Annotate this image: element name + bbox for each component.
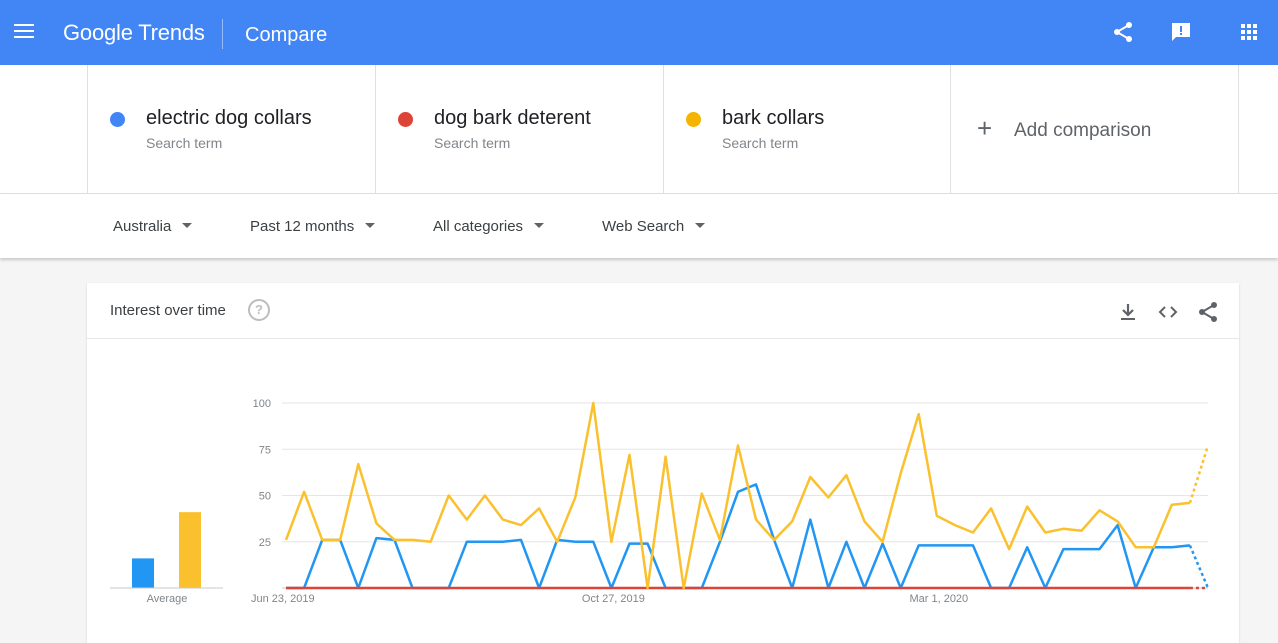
x-tick-label: Mar 1, 2020 xyxy=(909,593,968,605)
term-name: bark collars xyxy=(722,107,825,129)
card-title: Interest over time xyxy=(110,302,226,319)
y-tick-label: 100 xyxy=(253,398,271,410)
google-trends-logo[interactable]: Google Trends xyxy=(63,20,205,45)
term-color-dot xyxy=(110,112,125,127)
interest-line-chart: 100 75 50 25 Jun 23, 2019 Oct 27, 2019 Mar 1, … xyxy=(110,398,1210,605)
search-type-value: Web Search xyxy=(602,218,685,235)
series-partial-segment-bark-collars xyxy=(1188,445,1210,504)
y-tick-label: 25 xyxy=(259,537,271,549)
chevron-down-icon xyxy=(534,222,545,228)
term-bark-collars[interactable]: bark collars Search term xyxy=(663,65,950,193)
menu-icon[interactable] xyxy=(12,20,36,44)
add-comparison-label: Add comparison xyxy=(1014,120,1152,141)
term-type: Search term xyxy=(434,135,511,151)
term-color-dot xyxy=(398,112,413,127)
term-dog-bark-deterent[interactable]: dog bark deterent Search term xyxy=(375,65,663,193)
category-value: All categories xyxy=(433,218,524,235)
x-tick-label: Jun 23, 2019 xyxy=(251,593,315,605)
series-line-bark-collars xyxy=(284,401,1191,590)
filter-bar: Australia Past 12 months All categories … xyxy=(0,194,1278,258)
feedback-icon[interactable] xyxy=(1169,20,1193,44)
page-title: Compare xyxy=(245,24,328,46)
term-name: dog bark deterent xyxy=(434,107,591,129)
share-icon[interactable] xyxy=(1111,20,1135,44)
search-type-dropdown[interactable]: Web Search xyxy=(602,218,706,235)
average-label: Average xyxy=(147,593,188,605)
help-icon[interactable]: ? xyxy=(248,299,270,321)
interest-over-time-card: Interest over time ? 100 75 50 25 Jun 23, 20… xyxy=(87,283,1239,643)
category-dropdown[interactable]: All categories xyxy=(433,218,545,235)
term-electric-dog-collars[interactable]: electric dog collars Search term xyxy=(87,65,375,193)
comparison-bar: electric dog collars Search term dog bar… xyxy=(0,65,1278,194)
chevron-down-icon xyxy=(365,222,376,228)
chevron-down-icon xyxy=(182,222,193,228)
term-name: electric dog collars xyxy=(146,107,312,129)
apps-icon[interactable] xyxy=(1237,20,1261,44)
embed-icon[interactable] xyxy=(1156,300,1180,324)
share-icon[interactable] xyxy=(1196,300,1220,324)
average-bar xyxy=(179,512,201,588)
app-header: Google Trends Compare xyxy=(0,0,1278,65)
term-type: Search term xyxy=(722,135,799,151)
time-range-value: Past 12 months xyxy=(250,218,355,235)
term-type: Search term xyxy=(146,135,223,151)
region-dropdown[interactable]: Australia xyxy=(113,218,193,235)
header-divider xyxy=(222,19,223,49)
series-line-electric-dog-collars xyxy=(286,483,1191,590)
term-color-dot xyxy=(686,112,701,127)
plus-icon: + xyxy=(977,113,993,143)
x-tick-label: Oct 27, 2019 xyxy=(582,593,645,605)
series-partial-segment-electric-dog-collars xyxy=(1188,544,1210,589)
region-value: Australia xyxy=(113,218,172,235)
y-tick-label: 75 xyxy=(259,444,271,456)
chevron-down-icon xyxy=(695,222,706,228)
add-comparison-button[interactable]: + Add comparison xyxy=(950,65,1239,193)
time-range-dropdown[interactable]: Past 12 months xyxy=(250,218,376,235)
card-divider xyxy=(87,338,1239,339)
average-bar xyxy=(132,558,154,588)
y-tick-label: 50 xyxy=(259,491,271,503)
download-icon[interactable] xyxy=(1116,300,1140,324)
